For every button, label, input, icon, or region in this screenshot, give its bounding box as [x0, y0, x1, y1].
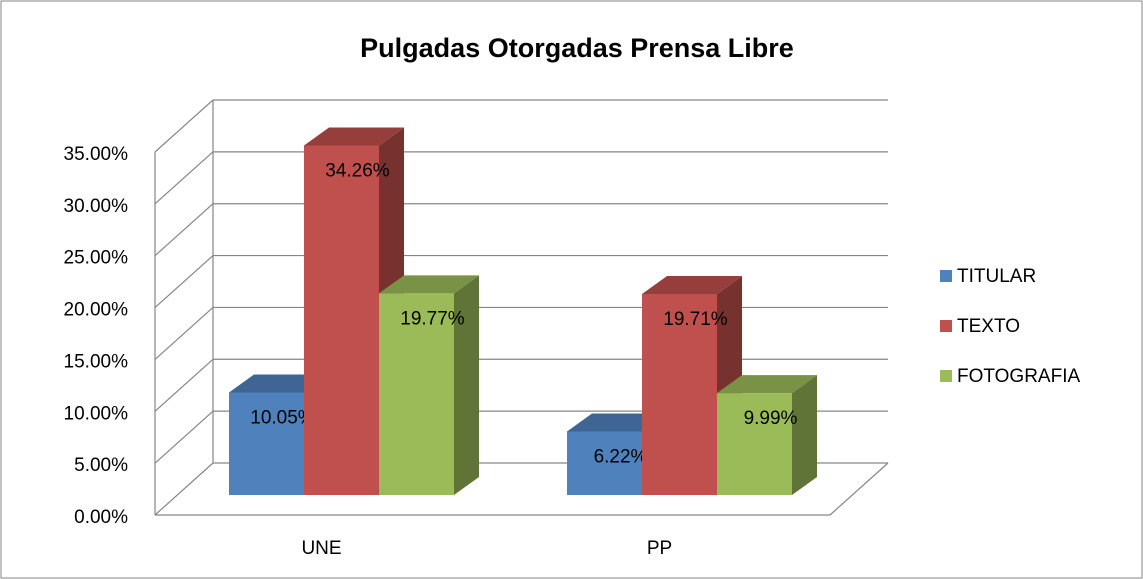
bar [717, 375, 817, 495]
bar-front [229, 392, 304, 495]
y-tick-label: 20.00% [64, 300, 129, 321]
bar-front [717, 393, 792, 495]
y-tick-label: 10.00% [64, 403, 129, 424]
chart-title: Pulgadas Otorgadas Prensa Libre [360, 33, 794, 63]
legend-label: TITULAR [957, 266, 1036, 287]
y-tick-label: 15.00% [64, 351, 129, 372]
grid-line [154, 306, 214, 360]
grid-line [154, 358, 214, 412]
data-label: 34.26% [325, 161, 390, 182]
bar [379, 275, 479, 495]
bar-front [642, 293, 717, 495]
bar-front [304, 145, 379, 495]
bar-top [379, 275, 479, 294]
bar-top [717, 375, 817, 394]
bar-side [792, 375, 817, 495]
bar-top [642, 275, 742, 294]
data-label: 10.05% [250, 408, 315, 429]
grid-line [154, 99, 214, 153]
legend-label: TEXTO [957, 316, 1020, 337]
grid-line [154, 462, 214, 516]
y-tick-label: 0.00% [74, 507, 128, 528]
bar-front [567, 431, 642, 495]
grid-line [154, 151, 214, 205]
x-tick-label: PP [647, 538, 672, 559]
legend-swatch [940, 320, 952, 332]
grid-line [154, 203, 214, 257]
floor-right [829, 462, 889, 516]
legend-swatch [940, 370, 952, 382]
data-label: 19.77% [400, 308, 465, 329]
bar-top [304, 127, 404, 146]
y-tick-label: 35.00% [64, 144, 129, 165]
bar-front [379, 293, 454, 495]
bar-side [454, 275, 479, 495]
grid-line [154, 255, 214, 309]
y-tick-label: 30.00% [64, 196, 129, 217]
data-label: 9.99% [744, 408, 798, 429]
legend-swatch [940, 270, 952, 282]
y-tick-label: 5.00% [74, 455, 128, 476]
grid-line [154, 410, 214, 464]
data-label: 19.71% [663, 309, 728, 330]
y-tick-label: 25.00% [64, 248, 129, 269]
legend-label: FOTOGRAFIA [957, 366, 1080, 387]
x-tick-label: UNE [301, 538, 341, 559]
data-label: 6.22% [594, 447, 648, 468]
